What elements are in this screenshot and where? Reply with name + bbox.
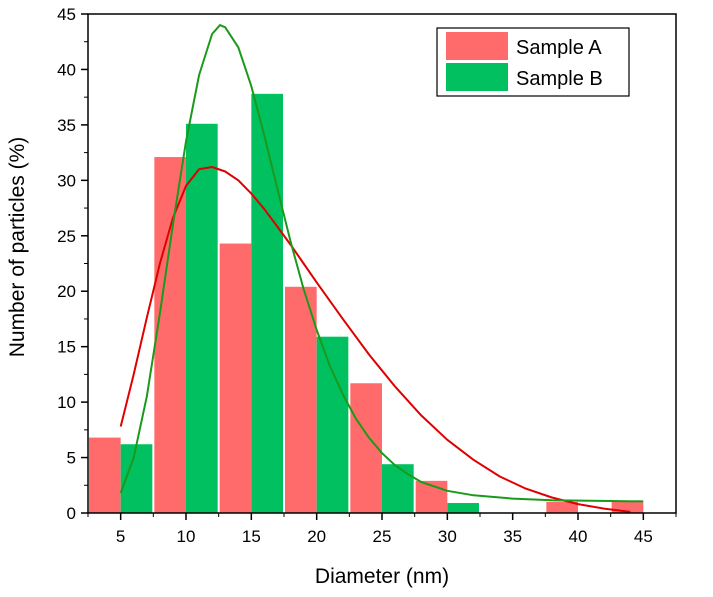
y-tick-label-20: 20	[57, 282, 76, 301]
bar-sample-b-15	[251, 93, 283, 513]
fit-curve-sample-a	[119, 166, 631, 513]
legend: Sample A Sample B	[436, 27, 630, 97]
bar-sample-a-10	[154, 157, 186, 513]
x-tick-label-40: 40	[569, 527, 588, 546]
bar-sample-b-20	[316, 336, 349, 513]
y-tick-label-35: 35	[57, 116, 76, 135]
bar-sample-b-30	[447, 503, 479, 513]
x-tick-label-25: 25	[373, 527, 392, 546]
fit-curve-sample-b	[119, 24, 644, 503]
x-tick-label-10: 10	[177, 527, 196, 546]
bar-sample-b-10	[186, 123, 218, 513]
x-tick-label-15: 15	[242, 527, 261, 546]
y-tick-label-15: 15	[57, 338, 76, 357]
x-axis-label: Diameter (nm)	[315, 565, 449, 588]
y-tick-label-5: 5	[67, 449, 76, 468]
legend-swatch-sample-a	[446, 32, 508, 60]
x-tick-label-20: 20	[307, 527, 326, 546]
legend-swatch-sample-b	[446, 63, 508, 91]
legend-label-sample-a: Sample A	[516, 37, 602, 59]
x-tick-label-35: 35	[503, 527, 522, 546]
y-tick-label-10: 10	[57, 393, 76, 412]
bar-sample-b-25	[382, 464, 414, 513]
y-axis-label: Number of particles (%)	[6, 137, 29, 358]
bar-sample-a-40	[546, 501, 578, 513]
y-tick-label-45: 45	[57, 5, 76, 24]
y-tick-label-0: 0	[67, 504, 76, 523]
bar-sample-a-5	[89, 437, 121, 513]
bar-sample-a-15	[219, 243, 252, 514]
y-tick-label-40: 40	[57, 60, 76, 79]
y-tick-label-30: 30	[57, 171, 76, 190]
legend-label-sample-b: Sample B	[516, 68, 603, 90]
y-tick-label-25: 25	[57, 227, 76, 246]
x-tick-label-45: 45	[634, 527, 653, 546]
fit-curves-layer	[119, 24, 644, 513]
x-tick-label-5: 5	[116, 527, 125, 546]
bars-layer	[89, 93, 644, 514]
x-tick-label-30: 30	[438, 527, 457, 546]
bar-sample-a-45	[611, 501, 644, 513]
axes-layer: 5 10 15 20 25 30 35 40 45 0 5 10 15 20 25 30 35 40 45	[57, 5, 677, 546]
bar-sample-a-20	[285, 286, 317, 513]
